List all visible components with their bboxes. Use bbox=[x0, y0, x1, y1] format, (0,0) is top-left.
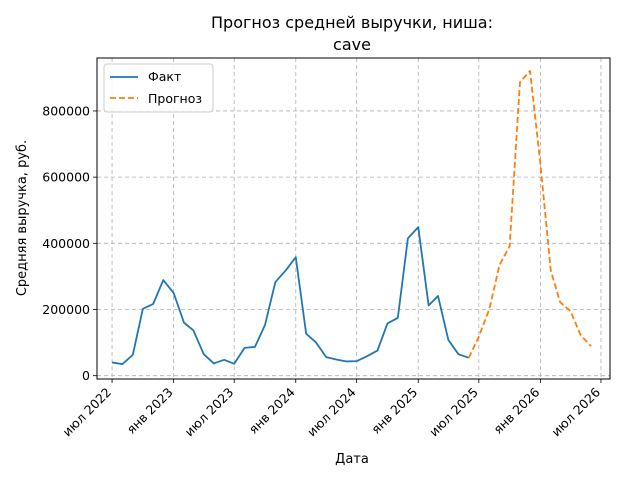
x-tick-label: июл 2023 bbox=[182, 385, 237, 440]
series-line-fact bbox=[111, 226, 470, 366]
legend-box bbox=[103, 63, 214, 113]
y-tick-label: 800000 bbox=[42, 103, 90, 118]
y-tick-label: 0 bbox=[82, 368, 90, 383]
x-tick-label: янв 2026 bbox=[490, 384, 542, 436]
legend: Факт Прогноз bbox=[103, 63, 214, 113]
grid bbox=[97, 58, 610, 379]
y-tick-label: 200000 bbox=[42, 302, 90, 317]
chart-title-line2: cave bbox=[333, 35, 371, 54]
chart-title-line1: Прогноз средней выручки, ниша: bbox=[211, 13, 493, 32]
x-tick-label: июл 2026 bbox=[548, 384, 603, 439]
y-axis-label: Средняя выручка, руб. bbox=[15, 140, 30, 296]
x-tick-label: янв 2023 bbox=[124, 385, 176, 437]
plot-frame bbox=[96, 57, 611, 380]
x-tick-label: июл 2022 bbox=[59, 385, 114, 440]
y-tick-label: 600000 bbox=[42, 170, 90, 185]
series-line-forecast bbox=[467, 70, 592, 359]
series-lines bbox=[111, 70, 592, 366]
y-tick-label: 400000 bbox=[42, 236, 90, 251]
y-axis: 0 200000 400000 600000 800000 bbox=[42, 103, 97, 383]
legend-label-forecast: Прогноз bbox=[148, 91, 202, 106]
x-axis-label: Дата bbox=[335, 452, 369, 467]
legend-label-fact: Факт bbox=[148, 69, 181, 84]
x-tick-label: июл 2025 bbox=[426, 385, 481, 440]
x-tick-label: янв 2025 bbox=[368, 385, 420, 437]
x-tick-label: янв 2024 bbox=[246, 384, 298, 436]
x-axis: июл 2022 янв 2023 июл 2023 янв 2024 июл 2024… bbox=[59, 379, 603, 439]
x-tick-label: июл 2024 bbox=[304, 384, 359, 439]
